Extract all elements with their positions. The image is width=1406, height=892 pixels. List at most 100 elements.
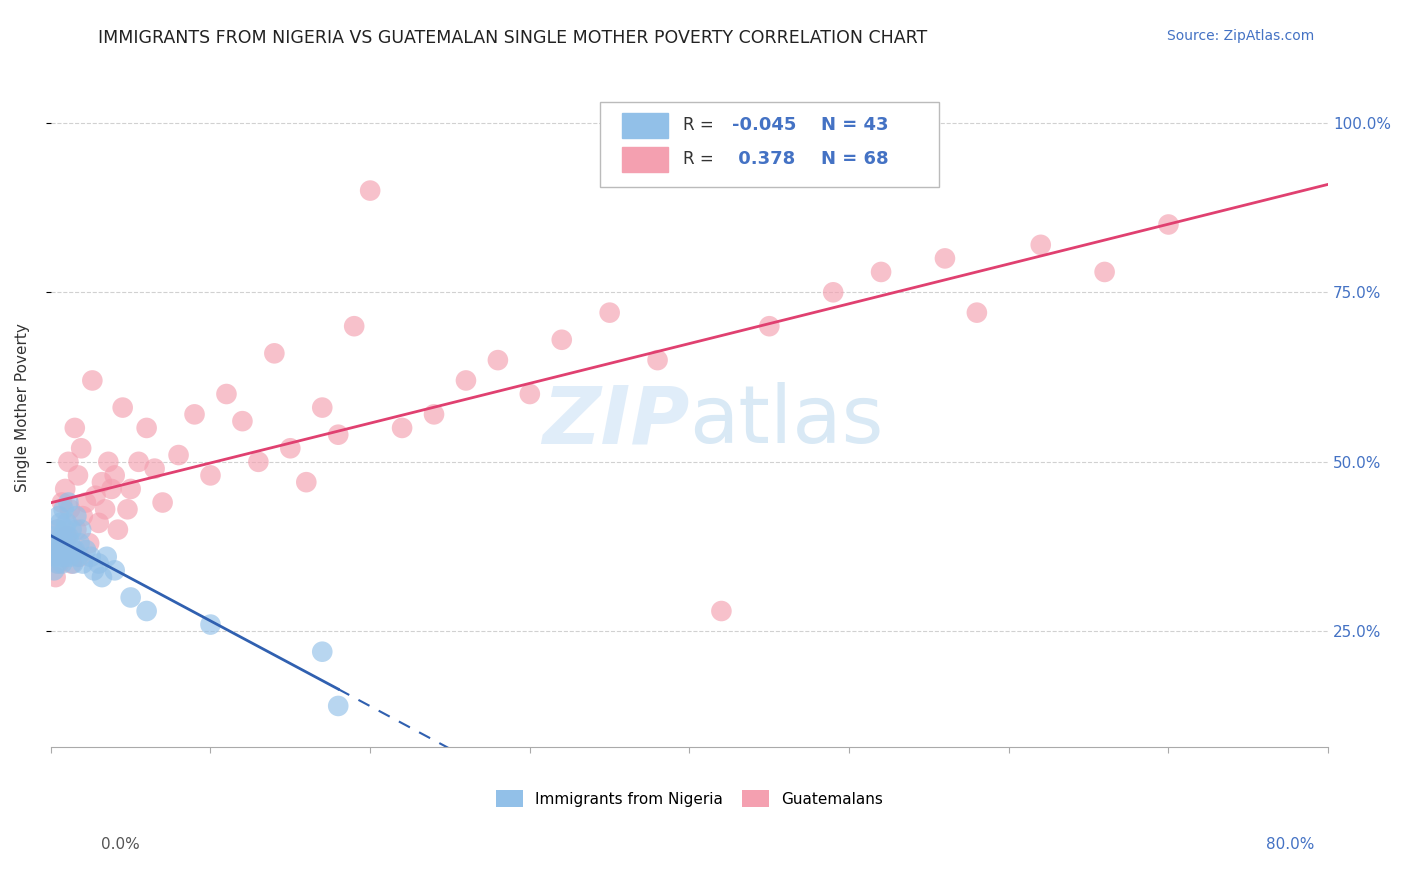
Point <box>75 495 97 509</box>
Point <box>49 543 72 558</box>
Text: atlas: atlas <box>689 382 884 460</box>
Point <box>87 557 110 571</box>
Bar <box>621 146 668 172</box>
Point <box>1029 237 1052 252</box>
Point <box>183 408 205 422</box>
Text: 0.0%: 0.0% <box>101 838 141 852</box>
Point <box>215 387 238 401</box>
Text: N = 68: N = 68 <box>821 150 889 168</box>
Point <box>870 265 893 279</box>
Y-axis label: Single Mother Poverty: Single Mother Poverty <box>15 323 30 492</box>
Point <box>60 523 83 537</box>
Point <box>87 516 110 530</box>
Point <box>97 455 120 469</box>
Point <box>647 353 669 368</box>
Point <box>1094 265 1116 279</box>
Point <box>278 442 301 456</box>
Point <box>46 523 69 537</box>
Point <box>311 645 333 659</box>
Point <box>62 557 84 571</box>
Point <box>328 427 350 442</box>
Point <box>167 448 190 462</box>
Point <box>359 184 381 198</box>
Legend: Immigrants from Nigeria, Guatemalans: Immigrants from Nigeria, Guatemalans <box>489 784 890 814</box>
Point <box>200 617 222 632</box>
Point <box>60 557 83 571</box>
Point <box>84 489 107 503</box>
Point <box>328 698 350 713</box>
FancyBboxPatch shape <box>600 103 939 187</box>
Point <box>69 536 91 550</box>
Point <box>551 333 574 347</box>
Point <box>90 570 112 584</box>
Point <box>56 529 79 543</box>
Point <box>51 557 73 571</box>
Point <box>58 529 80 543</box>
Point <box>45 536 67 550</box>
Point <box>70 523 93 537</box>
Point <box>758 319 780 334</box>
Point <box>46 523 69 537</box>
Point <box>63 543 86 558</box>
Point <box>966 305 988 319</box>
Point <box>48 509 70 524</box>
Point <box>45 570 67 584</box>
Point <box>41 549 63 564</box>
Point <box>104 563 127 577</box>
Point <box>48 557 70 571</box>
Point <box>51 529 73 543</box>
Point <box>66 549 89 564</box>
Point <box>53 523 76 537</box>
Point <box>42 529 65 543</box>
Point <box>135 604 157 618</box>
Text: R =: R = <box>683 150 714 168</box>
Point <box>42 563 65 577</box>
Point <box>62 543 84 558</box>
Point <box>454 374 477 388</box>
Text: R =: R = <box>683 116 714 134</box>
Point <box>100 482 122 496</box>
Point <box>120 482 142 496</box>
Bar <box>621 112 668 138</box>
Point <box>83 563 105 577</box>
Point <box>49 549 72 564</box>
Point <box>152 495 174 509</box>
Point <box>49 516 72 530</box>
Point <box>295 475 318 490</box>
Point <box>63 421 86 435</box>
Text: Source: ZipAtlas.com: Source: ZipAtlas.com <box>1167 29 1315 43</box>
Point <box>107 523 129 537</box>
Point <box>59 502 82 516</box>
Point <box>59 549 82 564</box>
Point <box>231 414 253 428</box>
Point <box>710 604 733 618</box>
Point <box>77 536 100 550</box>
Point <box>46 557 69 571</box>
Text: 0.378: 0.378 <box>731 150 794 168</box>
Point <box>58 455 80 469</box>
Point <box>423 408 446 422</box>
Point <box>391 421 413 435</box>
Point <box>52 502 75 516</box>
Point <box>69 549 91 564</box>
Point <box>72 557 94 571</box>
Point <box>58 495 80 509</box>
Point <box>52 536 75 550</box>
Point <box>52 536 75 550</box>
Point <box>111 401 134 415</box>
Point <box>65 523 87 537</box>
Point <box>41 543 63 558</box>
Point <box>56 543 79 558</box>
Point <box>1157 218 1180 232</box>
Point <box>143 461 166 475</box>
Text: N = 43: N = 43 <box>821 116 889 134</box>
Point <box>80 549 103 564</box>
Point <box>94 502 117 516</box>
Text: -0.045: -0.045 <box>731 116 796 134</box>
Point <box>53 549 76 564</box>
Point <box>200 468 222 483</box>
Point <box>48 543 70 558</box>
Point <box>70 442 93 456</box>
Text: IMMIGRANTS FROM NIGERIA VS GUATEMALAN SINGLE MOTHER POVERTY CORRELATION CHART: IMMIGRANTS FROM NIGERIA VS GUATEMALAN SI… <box>98 29 928 46</box>
Point <box>599 305 621 319</box>
